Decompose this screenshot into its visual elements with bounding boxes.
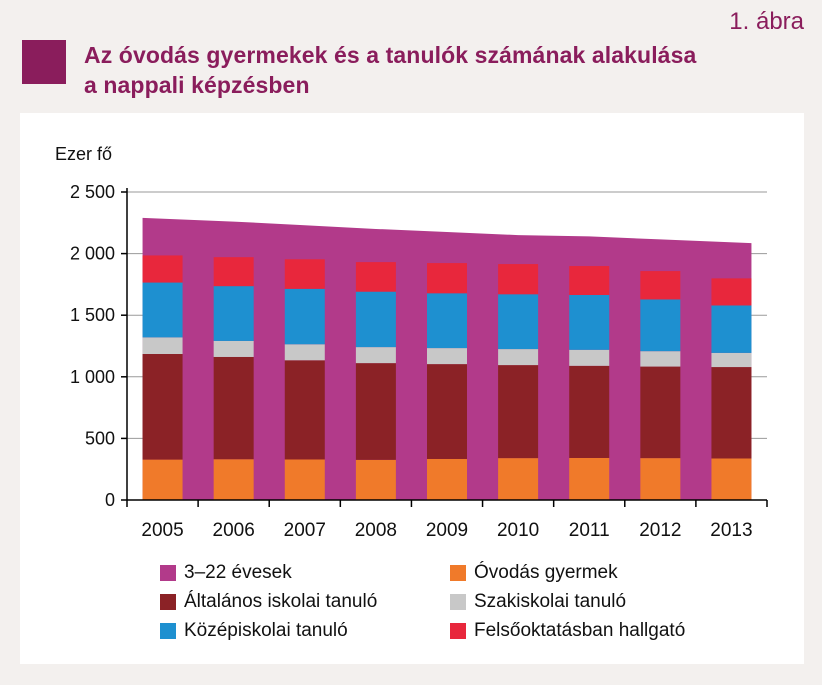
y-tick-label: 1 000 xyxy=(70,367,115,387)
legend-item: 3–22 évesek xyxy=(160,562,450,584)
bar-segment xyxy=(498,264,539,295)
bar-segment xyxy=(142,354,183,460)
bar-segment xyxy=(355,363,396,460)
x-tick-label: 2007 xyxy=(284,520,326,541)
chart-title: Az óvodás gyermekek és a tanulók számána… xyxy=(84,42,697,98)
bar-segment xyxy=(284,288,325,345)
bar-segment xyxy=(213,340,254,357)
bar-segment xyxy=(569,457,610,500)
legend-item: Felsőoktatásban hallgató xyxy=(450,620,740,642)
bar-segment xyxy=(355,291,396,348)
bar-segment xyxy=(498,294,539,350)
title-marker xyxy=(22,40,66,84)
bar-segment xyxy=(427,364,467,459)
chart-svg: 0 500 1 000 1 500 2 000 2 500 2005 2006 2007 2008… xyxy=(55,144,768,541)
bar-segment xyxy=(284,360,325,460)
bar-segment xyxy=(213,459,254,500)
bar-segment xyxy=(498,458,539,500)
bar-segment xyxy=(711,367,752,459)
legend-swatch xyxy=(450,565,466,581)
y-tick-label: 0 xyxy=(105,490,115,510)
bar-segment xyxy=(284,259,325,289)
legend-item: Óvodás gyermek xyxy=(450,562,740,584)
bar-segment xyxy=(142,337,183,355)
legend-label: Felsőoktatásban hallgató xyxy=(474,620,686,641)
bar-segment xyxy=(569,294,610,350)
bar-segment xyxy=(427,293,467,349)
bar-segment xyxy=(213,356,254,460)
legend-label: Óvodás gyermek xyxy=(474,562,618,583)
legend-item: Szakiskolai tanuló xyxy=(450,591,740,613)
bar-segment xyxy=(498,365,539,459)
legend-swatch xyxy=(160,565,176,581)
legend-label: Szakiskolai tanuló xyxy=(474,591,627,612)
bar-segment xyxy=(284,344,325,361)
bar-segment xyxy=(569,349,610,366)
bar-segment xyxy=(569,365,610,458)
x-tick-label: 2006 xyxy=(213,520,255,541)
bar-segment xyxy=(640,271,681,300)
x-tick-label: 2010 xyxy=(497,520,539,541)
bar-segment xyxy=(355,347,396,364)
bar-segment xyxy=(498,349,539,366)
bar-segment xyxy=(284,459,325,500)
legend-swatch xyxy=(450,594,466,610)
legend-item: Általános iskolai tanuló xyxy=(160,591,450,613)
legend-label: Általános iskolai tanuló xyxy=(184,591,378,612)
bar-segment xyxy=(711,352,752,368)
bar-segment xyxy=(640,366,681,459)
bar-segment xyxy=(213,286,254,341)
bar-segment xyxy=(142,459,183,500)
bar-segment xyxy=(711,305,752,353)
bar-segment xyxy=(427,263,467,294)
x-tick-label: 2005 xyxy=(141,520,183,541)
legend-label: 3–22 évesek xyxy=(184,562,292,583)
bar-segment xyxy=(711,278,752,306)
legend-swatch xyxy=(160,623,176,639)
legend-swatch xyxy=(450,623,466,639)
bar-segment xyxy=(640,351,681,367)
x-tick-label: 2011 xyxy=(569,520,610,541)
chart-legend: 3–22 évesek Óvodás gyermek Általános iskol… xyxy=(160,562,760,642)
bar-segment xyxy=(355,459,396,500)
legend-label: Középiskolai tanuló xyxy=(184,620,348,641)
legend-item: Középiskolai tanuló xyxy=(160,620,450,642)
bar-segment xyxy=(213,257,254,287)
title-row: Az óvodás gyermekek és a tanulók számána… xyxy=(22,40,696,100)
bar-segment xyxy=(711,458,752,500)
x-tick-label: 2009 xyxy=(426,520,468,541)
x-tick-label: 2008 xyxy=(355,520,397,541)
bar-segment xyxy=(569,266,610,295)
y-tick-label: 500 xyxy=(85,428,115,448)
bar-segment xyxy=(427,348,467,365)
x-tick-label: 2013 xyxy=(710,520,752,541)
y-tick-label: 2 000 xyxy=(70,244,115,264)
y-tick-label: 1 500 xyxy=(70,305,115,325)
figure-number: 1. ábra xyxy=(729,8,804,35)
y-tick-label: 2 500 xyxy=(70,182,115,202)
bar-segment xyxy=(142,255,183,283)
bar-segment xyxy=(355,262,396,292)
bar-segment xyxy=(640,299,681,352)
x-tick-label: 2012 xyxy=(639,520,681,541)
y-axis-label: Ezer fő xyxy=(55,144,112,164)
bar-segment xyxy=(640,458,681,500)
bar-segment xyxy=(142,282,183,338)
bar-segment xyxy=(427,458,467,500)
legend-swatch xyxy=(160,594,176,610)
